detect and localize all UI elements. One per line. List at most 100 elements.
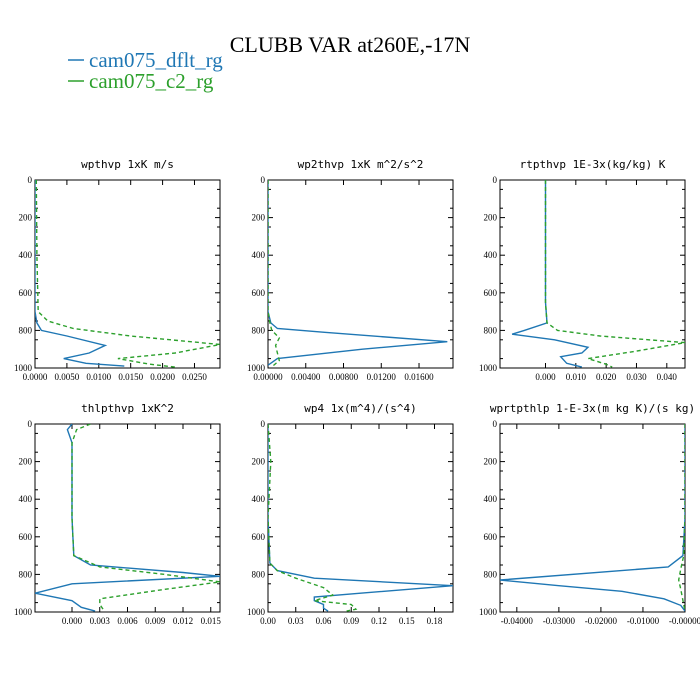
y-tick-label: 0 (493, 419, 498, 429)
x-tick-label: -0.03000 (543, 616, 576, 626)
x-tick-label: 0.0050 (55, 372, 80, 382)
y-tick-label: 800 (19, 569, 33, 579)
y-tick-label: 600 (484, 288, 498, 298)
x-tick-label: -0.04000 (501, 616, 534, 626)
series-line-dflt (500, 424, 685, 612)
series-line-dflt (268, 180, 448, 366)
panel-4: thlpthvp 1xK^2 0 200 400 600 800 1000 0.000 0.00… (14, 402, 221, 626)
panel-frame (34, 179, 221, 369)
x-tick-label: 0.00000 (253, 372, 283, 382)
y-tick-label: 800 (484, 569, 498, 579)
legend-label-dflt: cam075_dflt_rg (89, 48, 223, 72)
y-tick-label: 1000 (14, 607, 33, 617)
x-tick-label: 0.020 (596, 372, 617, 382)
x-tick-label: -0.00000 (669, 616, 700, 626)
y-tick-label: 200 (484, 457, 498, 467)
series-line-dflt (511, 180, 590, 368)
y-tick-label: 200 (252, 213, 266, 223)
x-tick-label: 0.18 (427, 616, 443, 626)
x-tick-label: 0.009 (145, 616, 166, 626)
panel-title: wp4 1x(m^4)/(s^4) (304, 402, 417, 415)
x-tick-label: 0.012 (173, 616, 193, 626)
y-tick-label: 600 (19, 532, 33, 542)
x-tick-label: 0.00 (260, 616, 276, 626)
x-tick-label: 0.03 (288, 616, 304, 626)
series-line-dflt (35, 424, 220, 612)
x-tick-label: 0.030 (626, 372, 647, 382)
x-tick-label: 0.0200 (150, 372, 175, 382)
x-tick-label: 0.040 (657, 372, 678, 382)
panel-frame (34, 423, 221, 613)
panel-title: wp2thvp 1xK m^2/s^2 (298, 158, 424, 171)
y-tick-label: 600 (252, 288, 266, 298)
panel-title: wprtpthlp 1-E-3x(m kg K)/(s kg) (490, 402, 695, 415)
y-tick-label: 0 (493, 175, 498, 185)
x-tick-label: 0.09 (343, 616, 359, 626)
y-tick-label: 400 (252, 250, 266, 260)
y-tick-label: 1000 (247, 363, 266, 373)
panel-title: thlpthvp 1xK^2 (81, 402, 174, 415)
x-tick-label: 0.006 (117, 616, 138, 626)
panel-title: wpthvp 1xK m/s (81, 158, 174, 171)
panel-frame (499, 179, 686, 369)
panel-title: rtpthvp 1E-3x(kg/kg) K (520, 158, 666, 171)
y-tick-label: 0 (261, 175, 266, 185)
y-tick-label: 800 (252, 569, 266, 579)
y-tick-label: 200 (252, 457, 266, 467)
y-tick-label: 600 (19, 288, 33, 298)
series-line-dflt (268, 424, 453, 612)
y-tick-label: 400 (19, 250, 33, 260)
x-tick-label: 0.15 (399, 616, 415, 626)
y-tick-label: 800 (252, 325, 266, 335)
x-tick-label: 0.010 (566, 372, 587, 382)
panel-6: wprtpthlp 1-E-3x(m kg K)/(s kg) 0 200 400 60… (479, 402, 700, 626)
x-tick-label: 0.01200 (367, 372, 397, 382)
panel-frame (499, 423, 686, 613)
figure-title: CLUBB VAR at260E,-17N (230, 32, 471, 57)
y-tick-label: 200 (484, 213, 498, 223)
x-tick-label: 0.000 (62, 616, 83, 626)
series-line-c2 (268, 180, 281, 367)
series-line-c2 (35, 180, 220, 368)
y-tick-label: 1000 (14, 363, 33, 373)
y-tick-label: 400 (484, 250, 498, 260)
y-tick-label: 400 (19, 494, 33, 504)
panel-3: rtpthvp 1E-3x(kg/kg) K 0 200 400 600 800 1000 0… (479, 158, 686, 382)
x-tick-label: 0.06 (316, 616, 332, 626)
y-tick-label: 400 (252, 494, 266, 504)
y-tick-label: 200 (19, 457, 33, 467)
series-line-c2 (268, 424, 358, 612)
x-tick-label: -0.02000 (585, 616, 618, 626)
x-tick-label: -0.01000 (627, 616, 660, 626)
y-tick-label: 1000 (479, 363, 498, 373)
x-tick-label: 0.12 (371, 616, 387, 626)
x-tick-label: 0.0250 (182, 372, 207, 382)
series-line-dflt (35, 180, 125, 367)
legend-label-c2: cam075_c2_rg (89, 69, 214, 93)
y-tick-label: 400 (484, 494, 498, 504)
figure-legend: cam075_dflt_rg cam075_c2_rg (68, 48, 223, 93)
y-tick-label: 0 (28, 175, 33, 185)
y-tick-label: 0 (28, 419, 33, 429)
x-tick-label: 0.003 (90, 616, 111, 626)
x-tick-label: 0.0150 (118, 372, 143, 382)
x-tick-label: 0.015 (201, 616, 222, 626)
y-tick-label: 0 (261, 419, 266, 429)
y-tick-label: 800 (19, 325, 33, 335)
series-line-c2 (544, 180, 685, 368)
panel-2: wp2thvp 1xK m^2/s^2020040060080010000.00… (247, 158, 454, 382)
y-tick-label: 800 (484, 325, 498, 335)
x-tick-label: 0.0100 (86, 372, 111, 382)
x-tick-label: 0.00800 (329, 372, 359, 382)
y-tick-label: 600 (484, 532, 498, 542)
x-tick-label: 0.0000 (23, 372, 48, 382)
y-tick-label: 1000 (247, 607, 266, 617)
x-tick-label: 0.000 (535, 372, 556, 382)
y-tick-label: 1000 (479, 607, 498, 617)
x-tick-label: 0.01600 (404, 372, 434, 382)
y-tick-label: 200 (19, 213, 33, 223)
x-tick-label: 0.00400 (291, 372, 321, 382)
